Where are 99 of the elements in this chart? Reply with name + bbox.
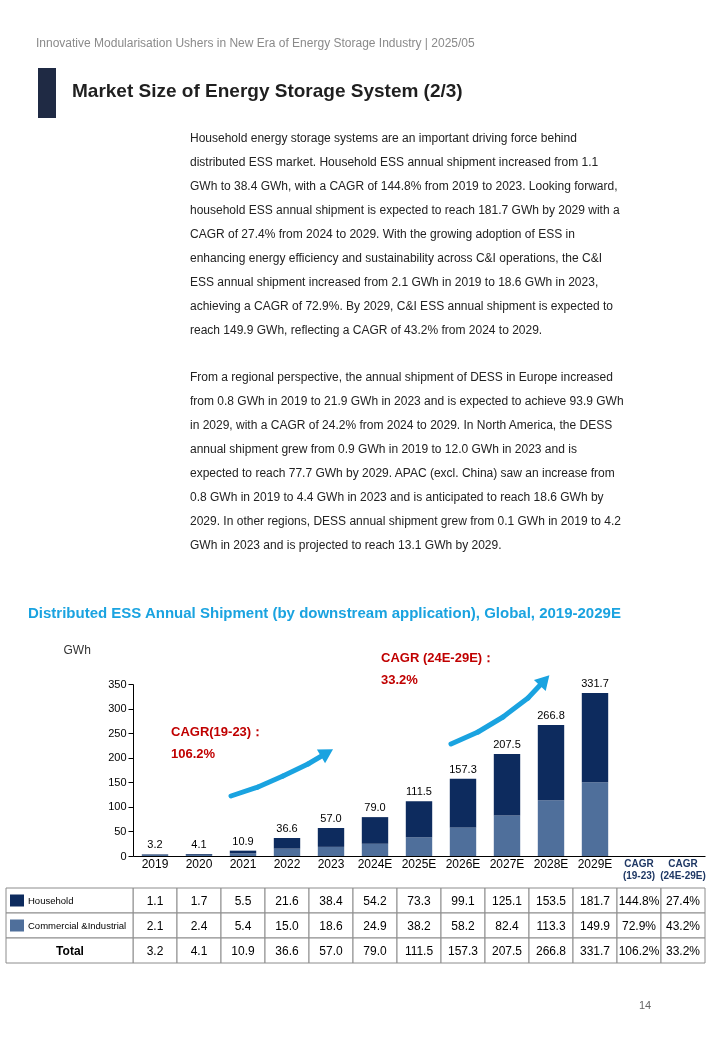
- annotation: CAGR(19-23)： 106.2%: [171, 724, 265, 761]
- x-tick-label: 2027E: [489, 856, 525, 871]
- data-label: 5.4: [234, 918, 252, 933]
- total-label: 266.8: [537, 708, 565, 721]
- y-tick-label: 350: [108, 677, 127, 690]
- text: 144.8%: [618, 893, 660, 908]
- text: CAGR (19-23): [622, 858, 656, 881]
- x-tick-label: 2023: [317, 856, 345, 871]
- bar: [361, 843, 389, 856]
- total-label: 57.0: [320, 811, 342, 824]
- data-label: 18.6: [319, 918, 343, 933]
- bar: [361, 817, 389, 844]
- bar: [317, 827, 345, 847]
- total-label: 3.2: [147, 838, 163, 851]
- data-label: 1.1: [146, 893, 164, 908]
- x-tick-label: 2019: [141, 856, 169, 871]
- x-tick-label: 2025E: [401, 856, 437, 871]
- text: 14: [638, 999, 652, 1011]
- text: 57.0: [319, 943, 343, 958]
- data-label: 2.1: [146, 918, 164, 933]
- bar: [537, 800, 565, 856]
- bar: [405, 837, 433, 856]
- total-label: 157.3: [449, 762, 477, 775]
- total-label: 4.1: [191, 837, 207, 850]
- text: 3.2: [146, 943, 164, 958]
- total-label: 207.5: [493, 738, 521, 751]
- total-label: 10.9: [232, 834, 254, 847]
- y-tick-label: 50: [114, 824, 127, 837]
- text: From a regional perspective, the annual shipment of DESS in Europe increased from 0.8 GWh in 2019 to 21.9 GWh in 2023 and is expected to achieve 93.9 GWh in 2029, with a CAGR of 24.2% from 2024 to 2029. In North America, the DESS annual shipment grew from 0.9 GWh in 2019 to 12.0 GWh in 2023 and is expected to reach 77.7 GWh by 2029. APAC (excl. China) saw an increase from 0.8 GWh in 2019 to 4.4 GWh in 2023 and is anticipated to reach 18.6 GWh by 2029. In other regions, DESS annual shipment grew from 0.1 GWh in 2019 to 4.2 GWh in 2023 and is projected to reach 13.1 GWh by 2029.: [190, 370, 624, 552]
- text: 207.5: [491, 943, 523, 958]
- text: 106.2%: [618, 943, 660, 958]
- legend-label: Household: [28, 894, 74, 906]
- bar: [405, 801, 433, 838]
- data-label: 38.4: [319, 893, 343, 908]
- x-tick-label: 2028E: [533, 856, 569, 871]
- data-label: 181.7: [579, 893, 611, 908]
- bar: [581, 782, 609, 856]
- data-label: 21.6: [275, 893, 299, 908]
- y-tick-label: 250: [108, 726, 127, 739]
- text: 157.3: [447, 943, 479, 958]
- chart-title: Distributed ESS Annual Shipment (by downstream application), Global, 2019-2029E: [28, 604, 621, 621]
- data-label: 15.0: [275, 918, 299, 933]
- total-label: 36.6: [276, 822, 298, 835]
- x-tick-label: 2020: [185, 856, 213, 871]
- text: Market Size of Energy Storage System (2/3): [72, 80, 463, 101]
- data-label: 24.9: [363, 918, 387, 933]
- data-label: 38.2: [407, 918, 431, 933]
- legend-label: Commercial &Industrial: [28, 919, 127, 931]
- bar: [449, 827, 477, 856]
- bar: [493, 815, 521, 856]
- text: 4.1: [190, 943, 208, 958]
- text: 111.5: [404, 943, 434, 958]
- data-label: 99.1: [451, 893, 475, 908]
- text: 266.8: [535, 943, 567, 958]
- y-tick-label: 0: [120, 849, 127, 862]
- y-tick-label: 200: [108, 751, 127, 764]
- total-label: 111.5: [406, 785, 432, 798]
- text: CAGR (24E-29E): [660, 858, 706, 881]
- data-label: 58.2: [451, 918, 475, 933]
- text: 43.2%: [665, 918, 701, 933]
- x-tick-label: 2026E: [445, 856, 481, 871]
- data-label: 73.3: [407, 893, 431, 908]
- x-tick-label: 2022: [273, 856, 301, 871]
- text: 72.9%: [621, 918, 657, 933]
- y-tick-label: 150: [108, 775, 127, 788]
- data-label: 5.5: [234, 893, 252, 908]
- bar: [581, 693, 609, 783]
- y-axis-title: GWh: [63, 642, 91, 657]
- text: 331.7: [579, 943, 611, 958]
- text: 36.6: [275, 943, 299, 958]
- data-label: 82.4: [495, 918, 519, 933]
- bar: [449, 778, 477, 828]
- text: Total: [56, 943, 84, 958]
- total-label: 331.7: [581, 677, 609, 690]
- data-label: 125.1: [491, 893, 523, 908]
- text: 79.0: [363, 943, 387, 958]
- y-tick-label: 300: [108, 702, 127, 715]
- text: 27.4%: [665, 893, 701, 908]
- data-label: 1.7: [190, 893, 208, 908]
- bar: [537, 724, 565, 801]
- bar: [273, 838, 301, 849]
- x-tick-label: 2029E: [577, 856, 613, 871]
- text: Innovative Modularisation Ushers in New Era of Energy Storage Industry | 2025/05: [36, 36, 476, 50]
- x-tick-label: 2024E: [357, 856, 393, 871]
- annotation: CAGR (24E-29E)： 33.2%: [381, 650, 496, 687]
- data-label: 113.3: [536, 918, 566, 933]
- total-label: 79.0: [364, 801, 386, 814]
- data-label: 149.9: [579, 918, 611, 933]
- text: Household energy storage systems are an important driving force behind distributed ESS market. Household ESS annual shipment increased from 1.1 GWh to 38.4 GWh, with a CAGR of 144.8% from 2019 to 2023. Looking forward, household ESS annual shipment is expected to reach 181.7 GWh by 2029 with a CAGR of 27.4% from 2024 to 2029. With the growing adoption of ESS in enhancing energy efficiency and sustainability across C&I operations, the C&I ESS annual shipment increased from 2.1 GWh in 2019 to 18.6 GWh in 2023, achieving a CAGR of 72.9%. By 2029, C&I ESS annual shipment is expected to reach 149.9 GWh, reflecting a CAGR of 43.2% from 2024 to 2029.: [190, 131, 620, 337]
- text: 10.9: [231, 943, 255, 958]
- text: 33.2%: [665, 943, 701, 958]
- bar: [317, 846, 345, 856]
- data-label: 153.5: [535, 893, 567, 908]
- bar: [273, 848, 301, 856]
- data-label: 54.2: [363, 893, 387, 908]
- y-tick-label: 100: [108, 800, 127, 813]
- data-label: 2.4: [190, 918, 208, 933]
- x-tick-label: 2021: [229, 856, 257, 871]
- bar: [493, 754, 521, 816]
